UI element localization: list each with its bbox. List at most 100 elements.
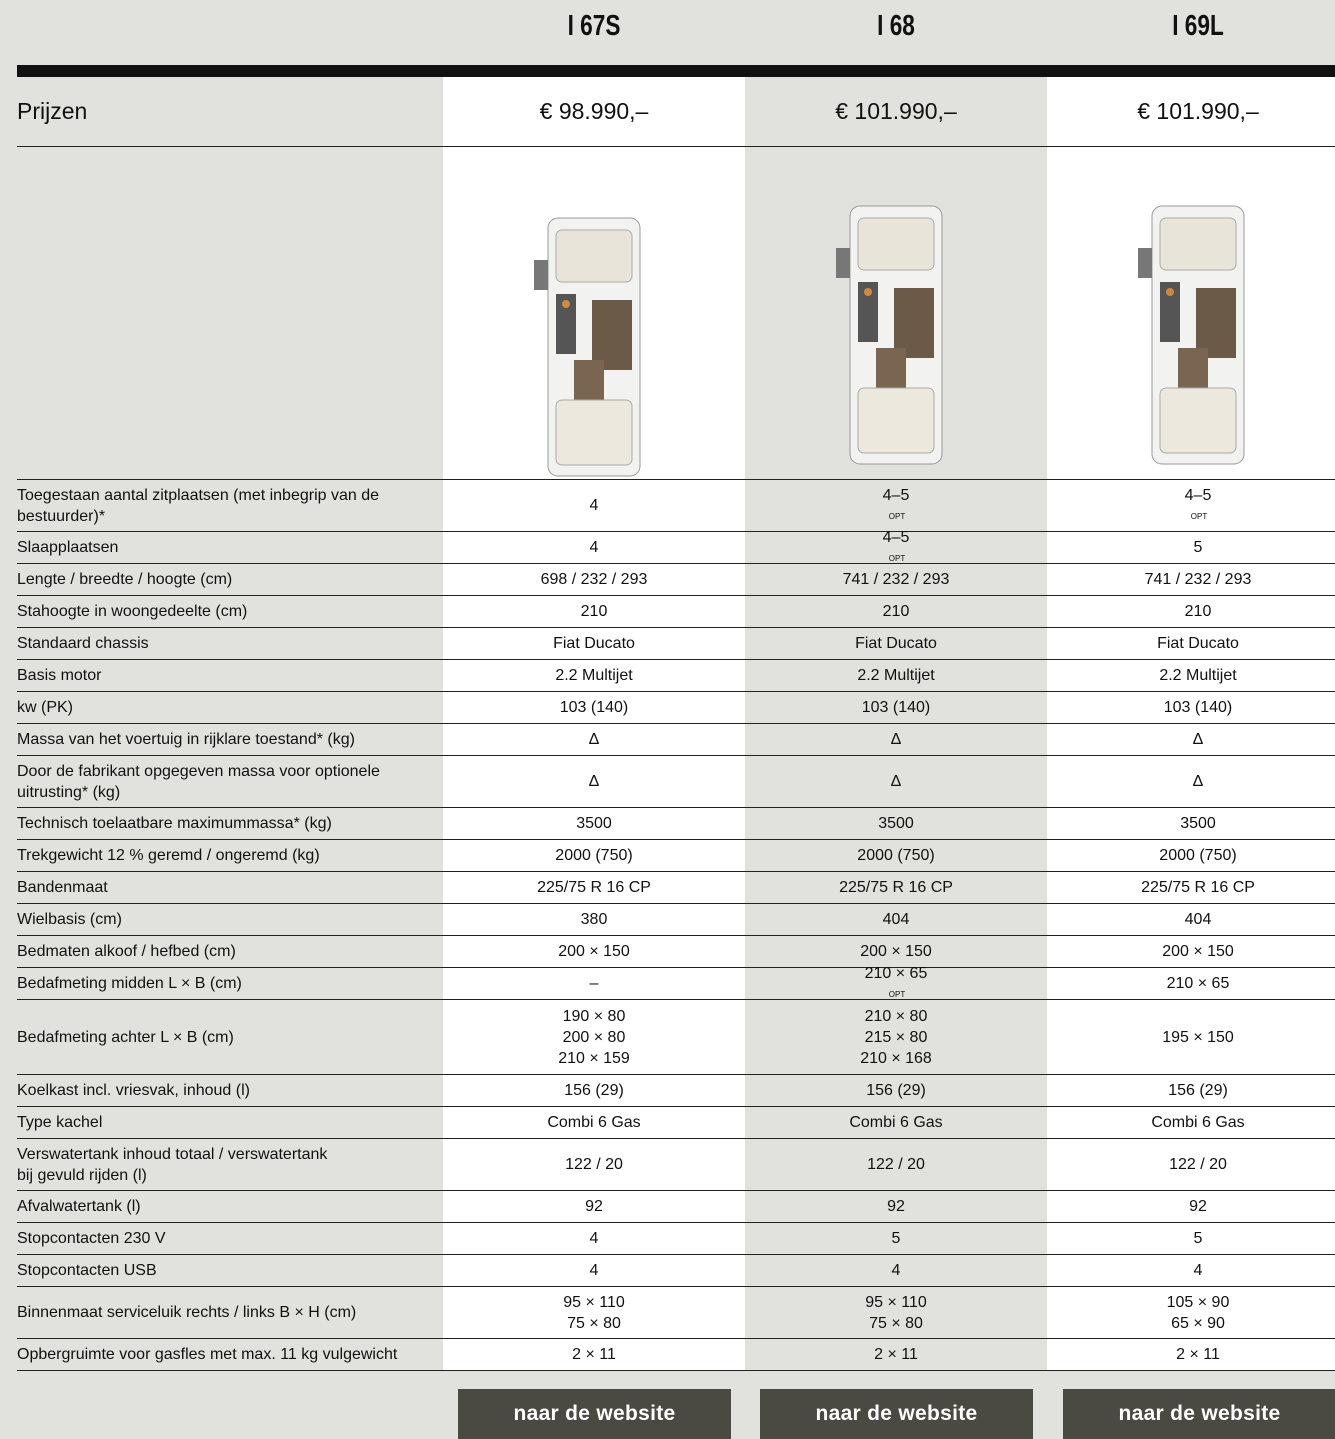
table-row: Standaard chassisFiat DucatoFiat DucatoF… <box>17 628 1335 660</box>
cell-text: Bedafmeting achter L × B (cm) <box>17 1027 437 1048</box>
cell-text: 95 × 110 <box>563 1294 625 1311</box>
row-value: Δ <box>1047 756 1335 807</box>
row-value: 698 / 232 / 293 <box>443 564 745 595</box>
row-value: 2.2 Multijet <box>745 660 1047 691</box>
cell-text: Basis motor <box>17 665 437 686</box>
website-button[interactable]: naar de website <box>1063 1389 1335 1439</box>
cell-text: 741 / 232 / 293 <box>843 569 950 590</box>
cell-text: € 101.990,– <box>835 101 957 122</box>
row-value: 2000 (750) <box>1047 840 1335 871</box>
row-value: Δ <box>443 724 745 755</box>
cell-text: 210 × 168 <box>860 1050 932 1067</box>
line: 95 × 110 <box>563 1292 625 1313</box>
row-value: Δ <box>745 756 1047 807</box>
option-mark: OPT <box>889 506 905 527</box>
cell-text: Stopcontacten USB <box>17 1260 437 1281</box>
cell-text: 2.2 Multijet <box>857 665 934 686</box>
cell-text: Combi 6 Gas <box>1151 1112 1244 1133</box>
line: 75 × 80 <box>869 1313 923 1334</box>
cell-text: Fiat Ducato <box>1157 633 1239 654</box>
row-value: 5 <box>1047 1223 1335 1254</box>
cell-text: 195 × 150 <box>1162 1027 1234 1048</box>
row-label: Massa van het voertuig in rijklare toest… <box>17 724 437 755</box>
cell-text: 4 <box>892 1260 901 1281</box>
row-value: 190 × 80200 × 80210 × 159 <box>443 1000 745 1074</box>
website-button[interactable]: naar de website <box>458 1389 731 1439</box>
cell-text: Δ <box>891 771 902 792</box>
row-value: 4 <box>1047 1255 1335 1286</box>
row-label: Door de fabrikant opgegeven massa voor o… <box>17 756 437 807</box>
website-button[interactable]: naar de website <box>760 1389 1033 1439</box>
table-row: Basis motor 2.2 Multijet 2.2 Multijet 2.2 M… <box>17 660 1335 692</box>
row-value: 5 <box>1047 532 1335 563</box>
row-value: 103 (140) <box>745 692 1047 723</box>
row-label: Verswatertank inhoud totaal / verswatert… <box>17 1139 437 1190</box>
cell-text: 122 / 20 <box>867 1154 925 1175</box>
row-value: 195 × 150 <box>1047 1000 1335 1074</box>
cell-text: 4–5 <box>1185 485 1212 506</box>
cell-text: Afvalwatertank (l) <box>17 1196 437 1217</box>
row-label: Bedafmeting achter L × B (cm) <box>17 1000 437 1074</box>
cell-text: Δ <box>1193 729 1204 750</box>
row-label: Prijzen <box>17 77 437 146</box>
cell-text: Combi 6 Gas <box>849 1112 942 1133</box>
row-value: 2000 (750) <box>443 840 745 871</box>
table-row: Koelkast incl. vriesvak, inhoud (l)156 (… <box>17 1075 1335 1107</box>
row-label: Bedafmeting midden L × B (cm) <box>17 968 437 999</box>
line: 65 × 90 <box>1171 1313 1225 1334</box>
cell-text: 105 × 90 <box>1167 1294 1230 1311</box>
line: uitrusting* (kg) <box>17 782 437 803</box>
row-value: Δ <box>443 756 745 807</box>
row-value: 210 <box>443 596 745 627</box>
cell-text: 210 × 65 <box>1167 973 1230 994</box>
row-value: 2 × 11 <box>745 1339 1047 1370</box>
row-value: 156 (29) <box>745 1075 1047 1106</box>
row-label: Bandenmaat <box>17 872 437 903</box>
table-row: Trekgewicht 12 % geremd / ongeremd (kg)2… <box>17 840 1335 872</box>
cell-text: Standaard chassis <box>17 633 437 654</box>
line: Door de fabrikant opgegeven massa voor o… <box>17 761 437 782</box>
row-value: 92 <box>1047 1191 1335 1222</box>
row-label: Slaapplaatsen <box>17 532 437 563</box>
cell-text: 2.2 Multijet <box>1159 665 1236 686</box>
table-row: Verswatertank inhoud totaal / verswatert… <box>17 1139 1335 1191</box>
cell-text: 75 × 80 <box>567 1315 621 1332</box>
cell-text: 65 × 90 <box>1171 1315 1225 1332</box>
cell-text: 4 <box>590 495 599 516</box>
cell-text: Δ <box>891 729 902 750</box>
cell-text: 3500 <box>1180 813 1216 834</box>
row-value: 5 <box>745 1223 1047 1254</box>
row-value: 122 / 20 <box>1047 1139 1335 1190</box>
row-value: 4 <box>745 1255 1047 1286</box>
cell-text: 4 <box>1194 1260 1203 1281</box>
cell-text: 2000 (750) <box>555 845 632 866</box>
row-value: 225/75 R 16 CP <box>1047 872 1335 903</box>
table-row: Lengte / breedte / hoogte (cm)698 / 232 … <box>17 564 1335 596</box>
row-value: 2.2 Multijet <box>1047 660 1335 691</box>
cell-text: 92 <box>585 1196 603 1217</box>
row-value: 210 <box>1047 596 1335 627</box>
row-label: Afvalwatertank (l) <box>17 1191 437 1222</box>
cell-text: 156 (29) <box>1168 1080 1228 1101</box>
line: 210 × 80 <box>865 1006 928 1027</box>
row-value: 2.2 Multijet <box>443 660 745 691</box>
cell-text: 3500 <box>576 813 612 834</box>
cell-text: 95 × 110 <box>865 1294 927 1311</box>
cell-text: Bandenmaat <box>17 877 437 898</box>
row-value: 4 <box>443 1223 745 1254</box>
cell-text: 225/75 R 16 CP <box>537 877 651 898</box>
cell-text: Fiat Ducato <box>855 633 937 654</box>
cell-text: Δ <box>1193 771 1204 792</box>
row-label: Bedmaten alkoof / hefbed (cm) <box>17 936 437 967</box>
row-value: Δ <box>1047 724 1335 755</box>
cell-text: Stahoogte in woongedeelte (cm) <box>17 601 437 622</box>
floor-plan <box>534 210 654 485</box>
row-value: 741 / 232 / 293 <box>745 564 1047 595</box>
cell-text: 404 <box>1185 909 1212 930</box>
